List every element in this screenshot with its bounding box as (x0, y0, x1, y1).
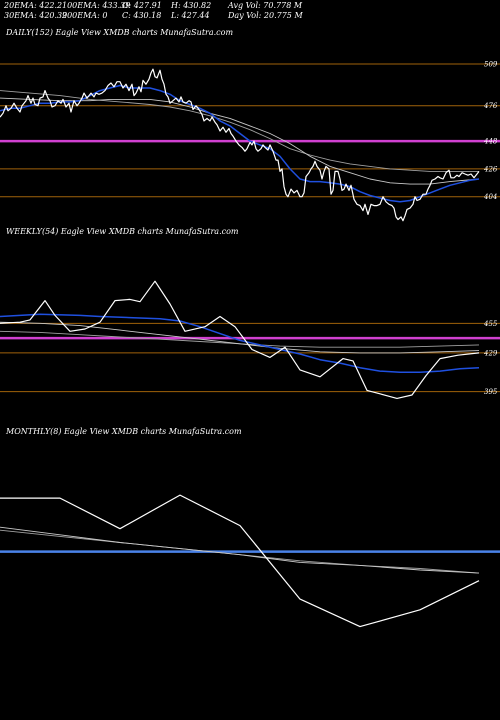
weekly-y-tick-label: 395 (484, 388, 498, 396)
stat-close: C: 430.18 (122, 11, 162, 20)
daily-y-tick-label: 448 (483, 138, 498, 146)
weekly-panel-title: WEEKLY(54) Eagle View XMDB charts Munafa… (6, 227, 239, 236)
weekly-y-tick-label: 429 (483, 349, 498, 357)
weekly-price-line (0, 280, 480, 399)
daily-y-tick-label: 404 (483, 193, 497, 201)
stat-dayvol: Day Vol: 20.775 M (228, 11, 303, 20)
stat-ema200: 200EMA: 0 (62, 11, 108, 20)
monthly-price-line (0, 494, 480, 628)
monthly-ema-mid-line (0, 526, 480, 574)
daily-panel-title: DAILY(152) Eagle View XMDB charts Munafa… (6, 28, 234, 37)
stat-ema30: 30EMA: 420.39 (4, 11, 68, 20)
daily-y-tick-label: 509 (484, 61, 498, 69)
monthly-panel-title: MONTHLY(8) Eagle View XMDB charts Munafa… (6, 427, 242, 436)
stat-avgvol: Avg Vol: 70.778 M (228, 1, 303, 10)
daily-price-line (0, 68, 480, 222)
stat-low: L: 427.44 (171, 11, 210, 20)
daily-y-tick-label: 476 (483, 102, 498, 110)
weekly-ema-mid-line (0, 321, 480, 354)
daily-ema-slow-line (0, 90, 479, 172)
stat-ema20: 20EMA: 422.2 (4, 1, 63, 10)
daily-ema-mid-line (0, 97, 480, 185)
weekly-ema-fast-line (0, 313, 480, 373)
stat-high: H: 430.82 (171, 1, 212, 10)
stat-open: O: 427.91 (122, 1, 162, 10)
weekly-y-tick-label: 455 (483, 320, 498, 328)
daily-y-tick-label: 426 (483, 165, 498, 173)
stat-ema100: 100EMA: 433.39 (62, 1, 131, 10)
